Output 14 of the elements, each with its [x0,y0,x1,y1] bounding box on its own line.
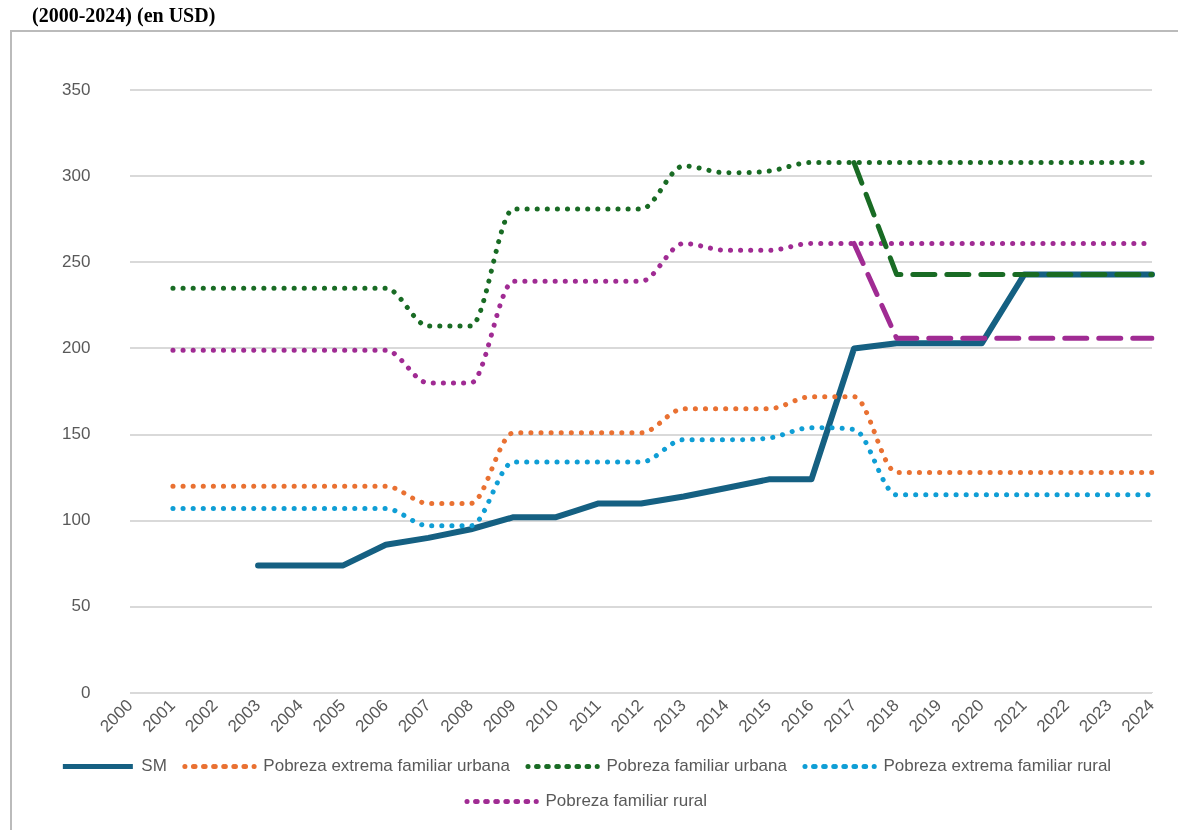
y-tick-label: 100 [61,510,91,530]
chart-title: (2000-2024) (en USD) [10,0,1178,32]
legend-label: Pobreza familiar urbana [606,756,788,776]
legend-label: SM [141,756,167,776]
y-tick-label: 250 [61,252,91,272]
y-tick-label: 300 [61,165,91,185]
y-tick-label: 200 [61,338,91,358]
y-tick-label: 50 [71,596,91,616]
legend-label: Pobreza extrema familiar rural [883,756,1112,776]
legend-label: Pobreza familiar rural [545,791,708,811]
legend-label: Pobreza extrema familiar urbana [263,756,511,776]
y-tick-label: 0 [80,682,91,702]
y-tick-label: 350 [61,79,91,99]
y-tick-label: 150 [61,424,91,444]
